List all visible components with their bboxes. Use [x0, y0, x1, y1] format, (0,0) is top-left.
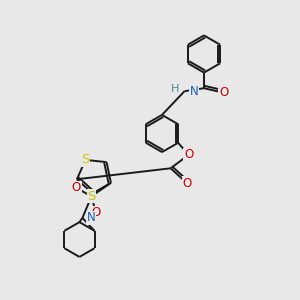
Text: N: N [190, 85, 199, 98]
Text: O: O [182, 177, 192, 190]
Text: N: N [87, 212, 96, 224]
Text: O: O [219, 86, 228, 99]
Text: H: H [171, 84, 179, 94]
Text: S: S [81, 153, 90, 167]
Text: O: O [91, 206, 101, 219]
Text: O: O [72, 182, 81, 194]
Text: S: S [87, 190, 96, 203]
Text: O: O [184, 148, 193, 161]
